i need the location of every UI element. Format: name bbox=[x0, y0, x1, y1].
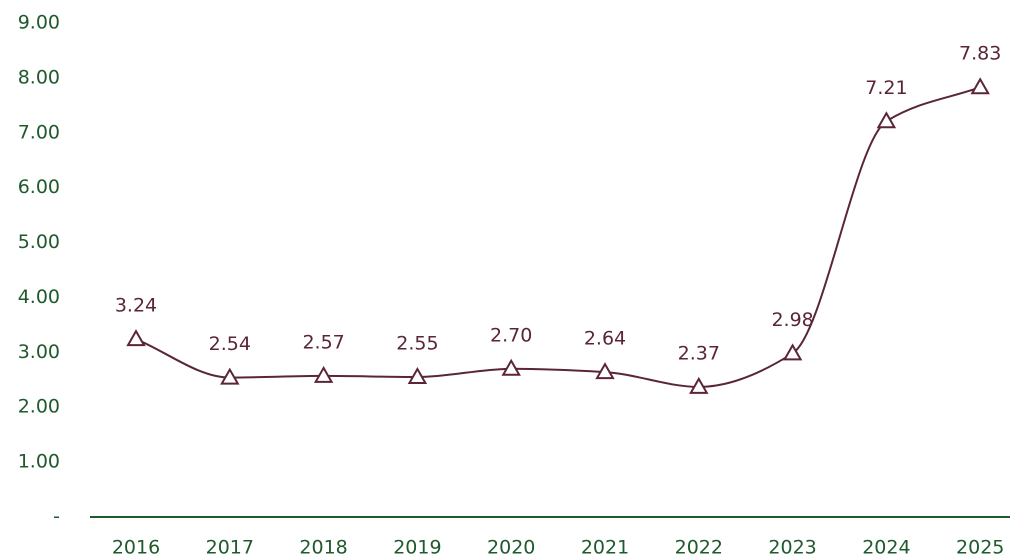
data-label: 2.37 bbox=[678, 342, 720, 364]
marker bbox=[220, 367, 240, 385]
marker bbox=[501, 358, 521, 376]
marker bbox=[313, 365, 334, 383]
y-tick-label: 5.00 bbox=[18, 231, 60, 253]
y-tick-label: 8.00 bbox=[18, 66, 60, 88]
marker bbox=[126, 329, 146, 347]
data-label: 2.70 bbox=[490, 324, 532, 346]
line bbox=[135, 86, 981, 388]
data-label: 2.98 bbox=[771, 309, 813, 331]
marker bbox=[876, 111, 897, 129]
data-label: 2.55 bbox=[396, 333, 438, 355]
x-tick-label: 2019 bbox=[393, 537, 441, 559]
x-tick-label: 2024 bbox=[862, 537, 910, 559]
y-tick-label: 1.00 bbox=[18, 451, 60, 473]
y-tick-label: - bbox=[53, 506, 60, 528]
data-label: 2.54 bbox=[209, 333, 251, 355]
data-label: 2.64 bbox=[584, 328, 626, 350]
data-label: 7.83 bbox=[959, 43, 1001, 65]
x-tick-label: 2023 bbox=[768, 537, 816, 559]
x-tick-label: 2018 bbox=[299, 537, 347, 559]
x-tick-label: 2022 bbox=[675, 537, 723, 559]
x-tick-label: 2025 bbox=[956, 537, 1004, 559]
y-tick-label: 4.00 bbox=[18, 286, 60, 308]
y-tick-label: 3.00 bbox=[18, 341, 60, 363]
y-tick-label: 7.00 bbox=[18, 121, 60, 143]
x-tick-label: 2020 bbox=[487, 537, 535, 559]
x-tick-label: 2016 bbox=[112, 537, 160, 559]
data-label: 7.21 bbox=[865, 77, 907, 99]
marker bbox=[595, 362, 615, 380]
marker bbox=[970, 77, 990, 95]
data-label: 3.24 bbox=[115, 295, 157, 317]
marker bbox=[782, 343, 803, 361]
marker bbox=[407, 367, 428, 385]
x-tick-label: 2017 bbox=[206, 537, 254, 559]
x-tick-label: 2021 bbox=[581, 537, 629, 559]
marker bbox=[689, 376, 709, 394]
y-tick-label: 2.00 bbox=[18, 396, 60, 418]
y-tick-label: 9.00 bbox=[18, 12, 60, 34]
y-tick-label: 6.00 bbox=[18, 176, 60, 198]
data-label: 2.57 bbox=[302, 331, 344, 353]
